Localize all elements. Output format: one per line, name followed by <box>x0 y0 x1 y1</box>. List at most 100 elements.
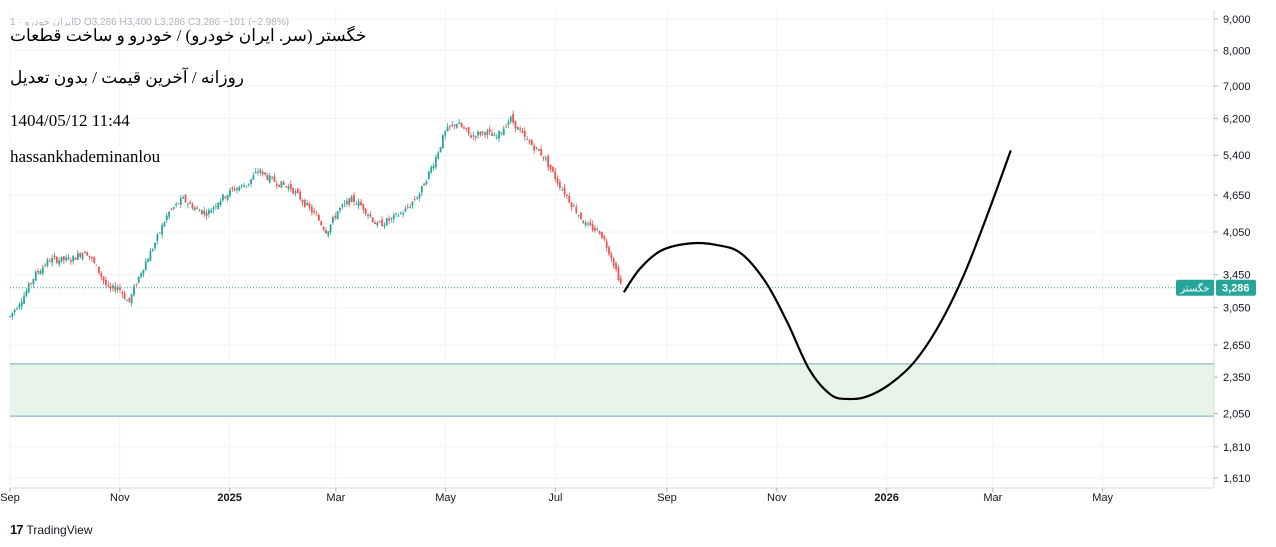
candle-body <box>463 127 465 129</box>
candle-body <box>346 200 348 205</box>
candle-body <box>474 135 477 138</box>
ohlc-legend: ایران خودرو · 1D O3,286 H3,400 L3,286 C3… <box>10 17 290 28</box>
candle-body <box>236 188 238 190</box>
candle-body <box>357 201 360 207</box>
candle-body <box>107 284 110 287</box>
candle-body <box>537 149 540 151</box>
candle-body <box>456 124 458 128</box>
candle-body <box>254 171 257 173</box>
candle-body <box>388 218 390 221</box>
candle-body <box>528 140 531 143</box>
candle-body <box>420 186 423 193</box>
candle-body <box>268 175 271 183</box>
candle-body <box>411 201 414 206</box>
candle-body <box>168 211 171 217</box>
candle-body <box>46 259 49 266</box>
candle-body <box>151 249 154 251</box>
candle-body <box>605 241 608 248</box>
candle-body <box>615 263 617 270</box>
candle-body <box>109 286 112 289</box>
candle-body <box>437 152 440 159</box>
candle-body <box>573 205 575 207</box>
candle-body <box>427 171 430 179</box>
candle-body <box>334 216 337 218</box>
candle-body <box>325 230 327 234</box>
candle-body <box>215 206 217 207</box>
candle-body <box>53 255 56 258</box>
last-price-label: 3,286 <box>1222 283 1250 295</box>
candle-body <box>512 113 514 123</box>
candle-body <box>296 188 299 193</box>
candle-body <box>568 196 571 203</box>
tradingview-logo-icon: 17 <box>10 522 24 537</box>
candle-body <box>575 207 578 213</box>
candle-body <box>219 200 222 206</box>
candle-body <box>577 215 580 217</box>
candle-body <box>11 312 14 317</box>
candle-body <box>369 214 372 217</box>
candle-body <box>383 224 386 227</box>
candle-body <box>133 286 135 296</box>
y-tick-label: 2,350 <box>1223 372 1251 384</box>
candle-body <box>444 131 447 136</box>
candle-body <box>385 218 388 226</box>
candle-body <box>163 222 166 227</box>
candle-body <box>376 222 379 226</box>
candle-body <box>406 206 409 208</box>
candle-body <box>217 202 220 209</box>
candle-body <box>378 221 381 223</box>
candle-body <box>271 176 273 178</box>
candle-body <box>294 191 297 194</box>
candle-body <box>348 198 351 205</box>
candle-body <box>505 126 507 128</box>
candle-body <box>540 149 543 156</box>
price-axis[interactable]: 9,000 8,000 7,000 6,200 5,400 4,650 4,050 3,450… <box>1214 14 1251 485</box>
candle-body <box>210 210 213 213</box>
candle-body <box>481 131 484 133</box>
candle-body <box>556 178 559 184</box>
candle-body <box>23 295 25 304</box>
candle-body <box>392 214 395 220</box>
candle-body <box>582 221 585 224</box>
candle-body <box>60 256 63 262</box>
candle-body <box>30 283 32 284</box>
candle-body <box>486 130 489 136</box>
candle-body <box>93 257 96 263</box>
candle-body <box>353 194 355 203</box>
candle-body <box>563 187 566 195</box>
candle-body <box>453 124 456 127</box>
y-tick-label: 3,450 <box>1223 270 1251 282</box>
candle-body <box>130 294 133 304</box>
candle-body <box>240 184 243 186</box>
candle-body <box>128 297 131 302</box>
time-axis[interactable]: Sep Nov 2025 Mar May Jul Sep Nov 2026 Mar May <box>0 488 1113 504</box>
candle-body <box>121 292 124 295</box>
candle-body <box>449 125 451 127</box>
candle-body <box>446 126 449 132</box>
candle-body <box>116 287 119 290</box>
candle-body <box>74 257 77 260</box>
candle-body <box>570 202 573 208</box>
candle-body <box>479 131 482 135</box>
candle-body <box>280 181 283 188</box>
candle-body <box>390 217 393 220</box>
candle-body <box>261 171 264 175</box>
candle-body <box>137 276 140 284</box>
x-tick-label: Nov <box>767 492 787 504</box>
candle-body <box>292 187 295 194</box>
candle-body <box>191 204 194 209</box>
tradingview-brand[interactable]: 17 TradingView <box>10 522 93 537</box>
candle-body <box>83 251 86 254</box>
support-zone <box>10 363 1214 417</box>
candle-body <box>105 279 107 285</box>
candle-body <box>301 200 304 203</box>
candle-body <box>544 158 547 160</box>
candle-body <box>72 255 75 262</box>
candle-body <box>13 309 16 313</box>
candle-body <box>62 256 65 261</box>
candle-body <box>247 183 250 185</box>
candle-body <box>224 196 227 198</box>
candle-body <box>561 189 564 191</box>
candle-body <box>147 259 149 263</box>
